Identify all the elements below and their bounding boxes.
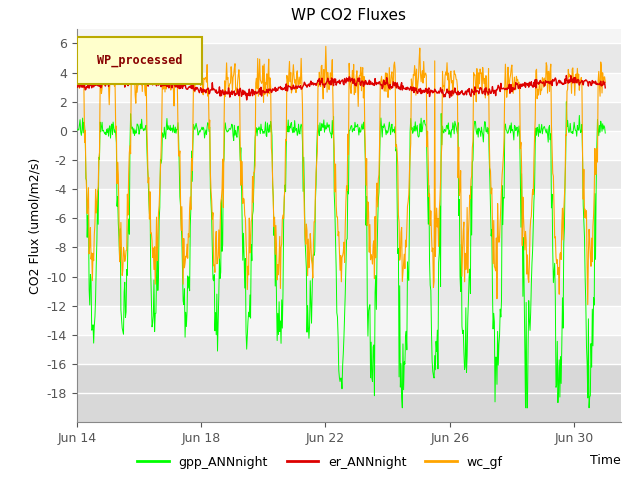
Bar xyxy=(77,43,621,72)
Bar xyxy=(77,364,621,393)
wc_gf xyxy=(584,302,591,308)
wc_gf xyxy=(144,180,152,186)
gpp_ANNnight xyxy=(180,302,188,308)
gpp_ANNnight xyxy=(144,174,152,180)
er_ANNnight xyxy=(180,83,188,89)
Bar xyxy=(77,218,621,248)
er_ANNnight xyxy=(563,72,570,78)
Bar xyxy=(77,248,621,276)
Title: WP CO2 Fluxes: WP CO2 Fluxes xyxy=(291,9,406,24)
er_ANNnight xyxy=(133,79,141,85)
wc_gf xyxy=(180,236,188,241)
Bar xyxy=(77,72,621,102)
Line: wc_gf: wc_gf xyxy=(77,46,605,305)
Bar xyxy=(77,131,621,160)
Bar xyxy=(77,189,621,218)
gpp_ANNnight xyxy=(602,130,609,136)
wc_gf xyxy=(348,91,355,96)
gpp_ANNnight xyxy=(133,121,141,127)
wc_gf xyxy=(133,89,141,95)
Line: er_ANNnight: er_ANNnight xyxy=(77,75,605,100)
gpp_ANNnight xyxy=(347,125,355,131)
er_ANNnight xyxy=(144,83,152,89)
wc_gf xyxy=(602,79,609,85)
gpp_ANNnight xyxy=(391,124,399,130)
gpp_ANNnight xyxy=(563,99,570,105)
gpp_ANNnight xyxy=(477,124,485,130)
er_ANNnight xyxy=(73,83,81,89)
Bar xyxy=(77,14,621,43)
Text: Time: Time xyxy=(590,454,621,467)
Bar xyxy=(77,393,621,422)
gpp_ANNnight xyxy=(399,405,406,411)
er_ANNnight xyxy=(602,85,609,91)
er_ANNnight xyxy=(477,85,485,91)
er_ANNnight xyxy=(392,83,399,89)
er_ANNnight xyxy=(348,76,355,82)
Bar xyxy=(77,276,621,306)
FancyBboxPatch shape xyxy=(77,36,202,84)
Bar xyxy=(77,306,621,335)
Text: WP_processed: WP_processed xyxy=(97,54,182,67)
Bar xyxy=(77,102,621,131)
Bar xyxy=(77,364,621,422)
wc_gf xyxy=(392,144,399,149)
Bar xyxy=(77,160,621,189)
Y-axis label: CO2 Flux (umol/m2/s): CO2 Flux (umol/m2/s) xyxy=(28,157,41,294)
gpp_ANNnight xyxy=(73,127,81,133)
Bar xyxy=(77,335,621,364)
wc_gf xyxy=(477,70,485,76)
wc_gf xyxy=(73,84,81,90)
Line: gpp_ANNnight: gpp_ANNnight xyxy=(77,102,605,408)
wc_gf xyxy=(322,43,330,49)
er_ANNnight xyxy=(243,97,250,103)
Legend: gpp_ANNnight, er_ANNnight, wc_gf: gpp_ANNnight, er_ANNnight, wc_gf xyxy=(132,451,508,474)
